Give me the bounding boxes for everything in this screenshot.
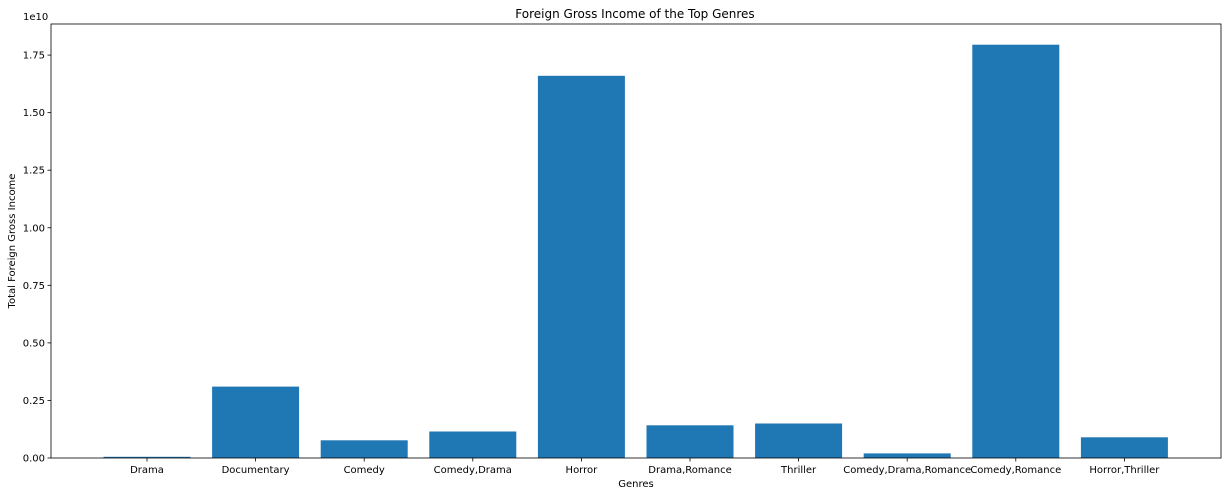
- y-ticks: 0.00 0.25 0.50 0.75 1.00 1.25 1.50 1.75: [23, 51, 51, 465]
- x-tick-label: Horror,Thriller: [1089, 465, 1160, 476]
- bar-thriller: [755, 423, 843, 458]
- bar-comedy: [320, 440, 408, 458]
- plot-frame: [50, 23, 1222, 459]
- x-tick-label: Comedy,Drama,Romance: [843, 465, 971, 476]
- x-axis-label: Genres: [618, 479, 654, 490]
- bar-comedy-romance: [972, 44, 1060, 458]
- x-tick-label: Comedy,Romance: [970, 465, 1061, 476]
- x-tick-label: Comedy,Drama: [434, 465, 512, 476]
- y-tick-label: 1.00: [23, 223, 45, 234]
- y-tick-label: 0.00: [23, 454, 45, 465]
- y-tick-label: 0.75: [23, 281, 45, 292]
- x-tick-label: Drama: [130, 465, 164, 476]
- bar-horror: [537, 75, 625, 459]
- y-tick-label: 1.50: [23, 108, 45, 119]
- y-tick-label: 0.50: [23, 338, 45, 349]
- x-ticks: Drama Documentary Comedy Comedy,Drama Horror…: [130, 458, 1160, 476]
- x-tick-label: Horror: [566, 465, 599, 476]
- y-tick-label: 1.75: [23, 51, 45, 62]
- x-tick-label: Drama,Romance: [648, 465, 731, 476]
- bar-horror-thriller: [1080, 437, 1168, 458]
- bar-comedy-drama-romance: [863, 453, 951, 458]
- y-tick-label: 0.25: [23, 396, 45, 407]
- bar-drama: [103, 456, 191, 458]
- bar-comedy-drama: [429, 431, 517, 458]
- bar-drama-romance: [646, 425, 734, 458]
- y-offset-label: 1e10: [23, 12, 48, 23]
- x-tick-label: Comedy: [344, 465, 385, 476]
- chart-title: Foreign Gross Income of the Top Genres: [515, 7, 754, 21]
- x-tick-label: Thriller: [780, 465, 817, 476]
- bars-layer: [103, 44, 1168, 459]
- y-axis-label: Total Foreign Gross Income: [7, 174, 18, 310]
- y-tick-label: 1.25: [23, 166, 45, 177]
- x-tick-label: Documentary: [222, 465, 290, 476]
- bar-documentary: [212, 386, 300, 458]
